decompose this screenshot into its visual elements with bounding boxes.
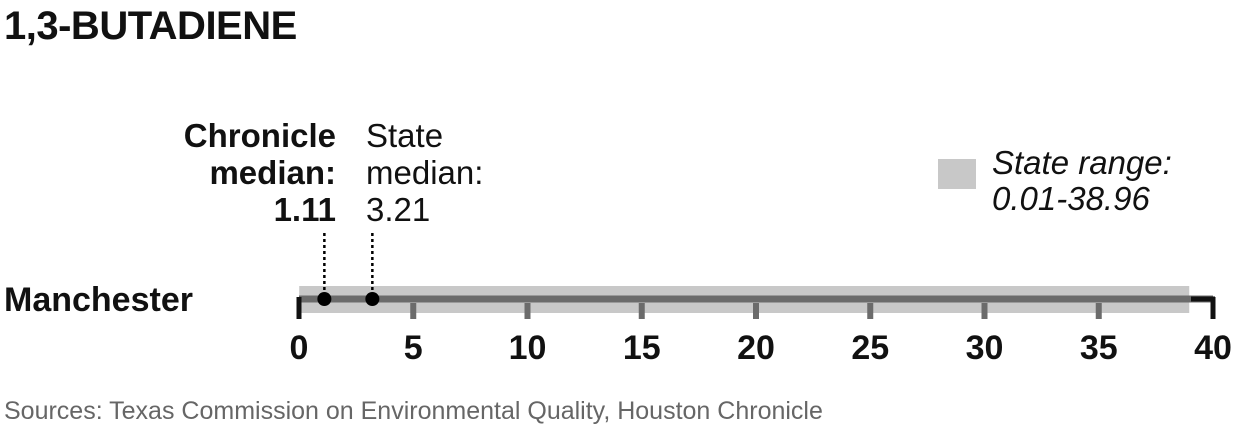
chart-title: 1,3-BUTADIENE [4,4,297,48]
chronicle-median-value: 1.11 [273,191,336,228]
x-tick-label-30: 30 [966,329,1004,367]
state-median-label-line1: State [366,117,444,154]
x-tick-label-15: 15 [623,329,661,367]
x-tick-label-0: 0 [290,329,309,367]
chronicle-median-label-line1: Chronicle [183,117,336,154]
chronicle-median-label-line2: median: [209,154,336,191]
legend-range-value: 0.01-38.96 [992,180,1150,217]
x-tick-label-5: 5 [404,329,423,367]
x-tick-label-40: 40 [1194,329,1232,367]
legend-swatch-state-range [938,159,976,189]
x-tick-label-35: 35 [1080,329,1118,367]
state-median-annotation: State median: 3.21 [366,117,483,228]
chronicle-median-annotation: Chronicle median: 1.11 [184,117,336,228]
state-median-value: 3.21 [366,191,431,228]
x-tick-label-10: 10 [509,329,547,367]
source-note: Sources: Texas Commission on Environment… [4,397,823,425]
legend: State range: 0.01-38.96 [938,145,1172,217]
state-median-dot [365,292,380,306]
row-label-manchester: Manchester [4,281,193,319]
state-median-label-line2: median: [366,154,484,191]
x-tick-label-25: 25 [851,329,889,367]
chronicle-median-dot [317,292,332,306]
legend-text: State range: 0.01-38.96 [992,145,1172,217]
legend-label: State range: [992,144,1172,181]
x-tick-label-20: 20 [737,329,775,367]
